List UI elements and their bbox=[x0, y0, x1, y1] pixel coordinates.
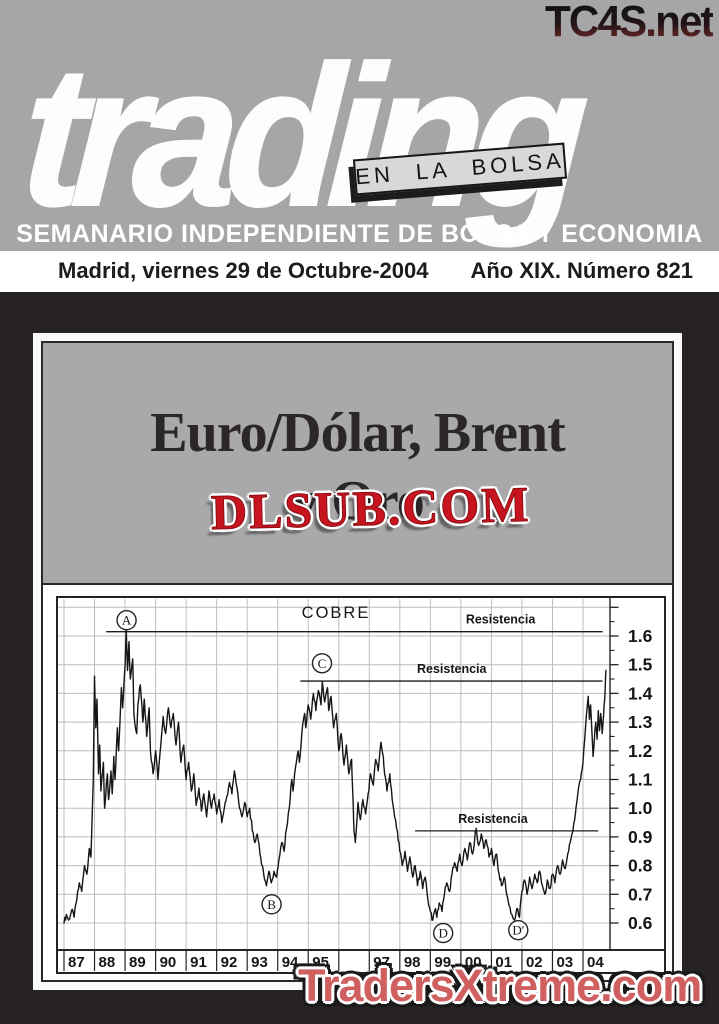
svg-text:Resistencia: Resistencia bbox=[458, 812, 529, 826]
svg-text:98: 98 bbox=[404, 954, 421, 971]
masthead: TC4S.net trading EN LA BOLSA SEMANARIO I… bbox=[0, 0, 719, 251]
svg-text:0.9: 0.9 bbox=[628, 827, 653, 847]
svg-text:00: 00 bbox=[465, 954, 482, 971]
cover-title-block: Euro/Dólar, Brent y Oro DLSUB.COM bbox=[43, 343, 672, 585]
svg-text:1.2: 1.2 bbox=[628, 741, 653, 761]
cobre-line-chart: 1.6 1.5 1.4 1.3 1.2 1.1 1.0 0.9 0.8 0.7 0.6 87 88 89 9… bbox=[56, 596, 666, 974]
svg-text:C: C bbox=[318, 656, 327, 671]
cover-panel: Euro/Dólar, Brent y Oro DLSUB.COM 1.6 1.5… bbox=[33, 333, 682, 990]
svg-text:91: 91 bbox=[190, 954, 207, 971]
svg-text:1.1: 1.1 bbox=[628, 770, 653, 790]
cobre-chart-card: 1.6 1.5 1.4 1.3 1.2 1.1 1.0 0.9 0.8 0.7 0.6 87 88 89 9… bbox=[43, 585, 672, 980]
svg-text:92: 92 bbox=[221, 954, 238, 971]
dlsub-watermark: DLSUB.COM bbox=[210, 475, 532, 541]
svg-text:04: 04 bbox=[587, 954, 604, 971]
dateline-strip: Madrid, viernes 29 de Octubre-2004 Año X… bbox=[0, 251, 719, 292]
svg-text:B: B bbox=[267, 897, 276, 912]
cover-panel-frame: Euro/Dólar, Brent y Oro DLSUB.COM 1.6 1.5… bbox=[41, 341, 674, 982]
svg-text:02: 02 bbox=[526, 954, 543, 971]
magazine-tagline: SEMANARIO INDEPENDIENTE DE BOLSA Y ECONO… bbox=[16, 220, 703, 248]
svg-text:89: 89 bbox=[129, 954, 146, 971]
dateline-place-date: Madrid, viernes 29 de Octubre-2004 bbox=[58, 258, 429, 283]
svg-text:87: 87 bbox=[68, 954, 85, 971]
cover-title-line2: y Oro bbox=[291, 470, 424, 532]
svg-text:03: 03 bbox=[556, 954, 573, 971]
dateline-issue-number: Año XIX. Número 821 bbox=[470, 258, 693, 283]
svg-text:0.7: 0.7 bbox=[628, 884, 652, 904]
svg-text:93: 93 bbox=[251, 954, 268, 971]
svg-text:1.6: 1.6 bbox=[628, 626, 653, 646]
svg-text:0.6: 0.6 bbox=[628, 913, 653, 933]
tradersxtreme-watermark: TradersXtreme.com bbox=[298, 960, 702, 1011]
svg-text:COBRE: COBRE bbox=[302, 604, 371, 622]
svg-text:Resistencia: Resistencia bbox=[466, 613, 537, 627]
svg-text:95: 95 bbox=[312, 954, 329, 971]
svg-text:90: 90 bbox=[160, 954, 177, 971]
trading-logo: trading bbox=[15, 24, 583, 249]
svg-text:1.4: 1.4 bbox=[628, 683, 653, 703]
svg-text:94: 94 bbox=[282, 954, 299, 971]
svg-text:01: 01 bbox=[495, 954, 512, 971]
svg-text:97: 97 bbox=[373, 954, 390, 971]
site-url-logo: TC4S.net bbox=[545, 0, 715, 46]
cover-title-line1: Euro/Dólar, Brent bbox=[150, 402, 565, 464]
svg-text:D: D bbox=[438, 926, 447, 941]
svg-text:Resistencia: Resistencia bbox=[417, 662, 488, 676]
svg-text:A: A bbox=[122, 613, 132, 628]
svg-text:D': D' bbox=[512, 923, 524, 938]
svg-text:99: 99 bbox=[434, 954, 451, 971]
svg-text:1.5: 1.5 bbox=[628, 655, 653, 675]
svg-text:1.3: 1.3 bbox=[628, 712, 653, 732]
svg-text:1.0: 1.0 bbox=[628, 798, 653, 818]
svg-text:88: 88 bbox=[99, 954, 116, 971]
svg-text:0.8: 0.8 bbox=[628, 856, 653, 876]
